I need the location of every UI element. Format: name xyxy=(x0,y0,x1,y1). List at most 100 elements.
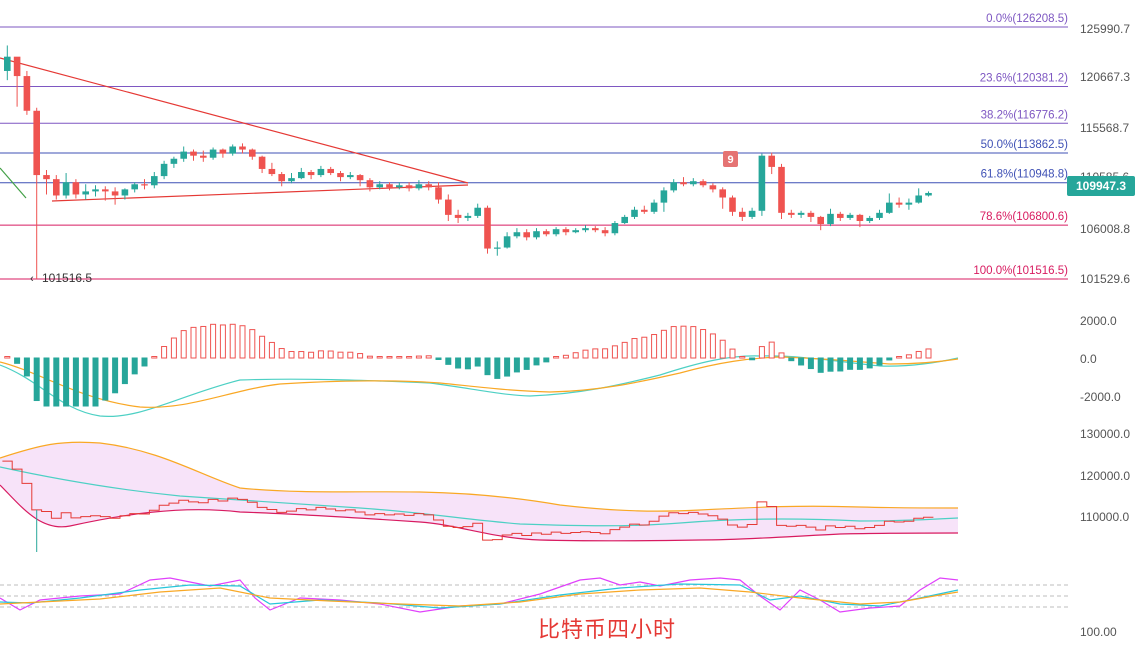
macd-bar xyxy=(876,357,883,366)
macd-bar xyxy=(700,329,707,359)
candle xyxy=(484,205,491,254)
macd-bar xyxy=(347,351,354,359)
macd-bar xyxy=(660,329,667,359)
macd-bar xyxy=(33,357,40,402)
price-axis: 125990.7120667.3115568.7110585.6106008.8… xyxy=(1080,22,1130,639)
macd-bar xyxy=(14,357,21,364)
macd-bar xyxy=(827,357,834,372)
macd-axis-label-1: 0.0 xyxy=(1080,352,1097,366)
candle xyxy=(729,195,736,216)
candle xyxy=(641,205,648,214)
boll-axis-label-0: 130000.0 xyxy=(1080,427,1130,441)
candle xyxy=(543,229,550,237)
macd-bar xyxy=(484,357,491,376)
candle xyxy=(454,209,462,224)
candle xyxy=(425,181,432,191)
candle xyxy=(650,199,658,214)
candle xyxy=(200,150,207,162)
macd-bar xyxy=(278,348,285,359)
candle xyxy=(170,156,178,168)
candle xyxy=(43,169,50,195)
macd-bar xyxy=(798,357,805,366)
candle xyxy=(72,179,80,199)
candle xyxy=(376,181,383,190)
candle xyxy=(435,182,442,204)
candle xyxy=(719,187,726,209)
price-axis-label-1: 120667.3 xyxy=(1080,70,1130,84)
macd-bar xyxy=(896,356,903,359)
boll-upper-line xyxy=(0,441,959,512)
macd-bar xyxy=(778,352,785,359)
candle xyxy=(915,188,922,204)
candle xyxy=(298,167,305,180)
macd-bar xyxy=(406,356,413,359)
upper-trendline xyxy=(0,57,469,184)
macd-bar xyxy=(445,357,452,365)
td-signal-label: 9 xyxy=(727,154,733,166)
candle xyxy=(533,228,540,240)
fib-label-3: 50.0%(113862.5) xyxy=(981,139,1069,151)
macd-bar xyxy=(474,357,481,367)
fib-label-5: 78.6%(106800.6) xyxy=(980,211,1068,223)
candle xyxy=(552,227,560,237)
low-marker-arrow: ‹ xyxy=(30,273,34,285)
macd-bar xyxy=(788,357,795,362)
candle xyxy=(631,206,638,219)
candle xyxy=(121,188,129,200)
candle xyxy=(817,215,824,231)
candle xyxy=(356,174,364,187)
candle xyxy=(699,179,707,188)
macd-bar xyxy=(670,326,677,359)
fib-label-4: 61.8%(110948.8) xyxy=(981,169,1069,181)
macd-bar xyxy=(533,357,540,366)
candle xyxy=(846,212,854,220)
macd-bar xyxy=(43,357,50,407)
macd-bar xyxy=(415,355,422,359)
candle xyxy=(474,203,481,218)
candle xyxy=(268,162,276,177)
candle xyxy=(621,214,628,225)
macd-bar xyxy=(886,357,893,361)
candle xyxy=(141,179,148,190)
macd-bar xyxy=(386,356,393,359)
boll-price-step-line xyxy=(2,460,934,541)
macd-bar xyxy=(82,357,89,407)
candle xyxy=(582,225,589,233)
macd-bar xyxy=(357,353,364,359)
candle xyxy=(190,149,197,161)
candle xyxy=(837,211,844,221)
candle xyxy=(464,212,472,221)
macd-bar xyxy=(4,356,11,359)
candle xyxy=(592,226,599,233)
macd-bar xyxy=(562,354,569,359)
fib-label-6: 100.0%(101516.5) xyxy=(973,265,1068,277)
candle xyxy=(680,177,687,187)
candle xyxy=(151,172,158,189)
macd-bar xyxy=(219,324,226,359)
macd-bar xyxy=(298,351,305,359)
macd-bar xyxy=(651,334,658,359)
macd-axis-label-0: 2000.0 xyxy=(1080,314,1117,328)
candle xyxy=(611,220,619,236)
candle xyxy=(219,148,227,158)
boll-mid-line xyxy=(0,466,959,527)
candle xyxy=(92,185,99,197)
macd-bar xyxy=(455,357,462,369)
candle xyxy=(386,182,393,191)
boll-band-fill xyxy=(0,442,958,541)
macd-bar xyxy=(396,356,403,359)
macd-bar xyxy=(337,351,344,359)
chart-title-watermark: 比特币四小时 xyxy=(538,618,677,643)
candlesticks xyxy=(4,45,932,279)
macd-axis-label-2: -2000.0 xyxy=(1080,390,1121,404)
macd-bar xyxy=(925,348,932,359)
macd-bar xyxy=(72,357,79,407)
price-axis-label-0: 125990.7 xyxy=(1080,22,1130,36)
macd-bar xyxy=(229,323,236,359)
boll-axis-label-1: 120000.0 xyxy=(1080,469,1130,483)
candle xyxy=(249,148,256,160)
macd-bar xyxy=(210,323,217,359)
candle xyxy=(23,70,31,115)
macd-bar xyxy=(141,357,148,367)
candle xyxy=(278,172,285,187)
